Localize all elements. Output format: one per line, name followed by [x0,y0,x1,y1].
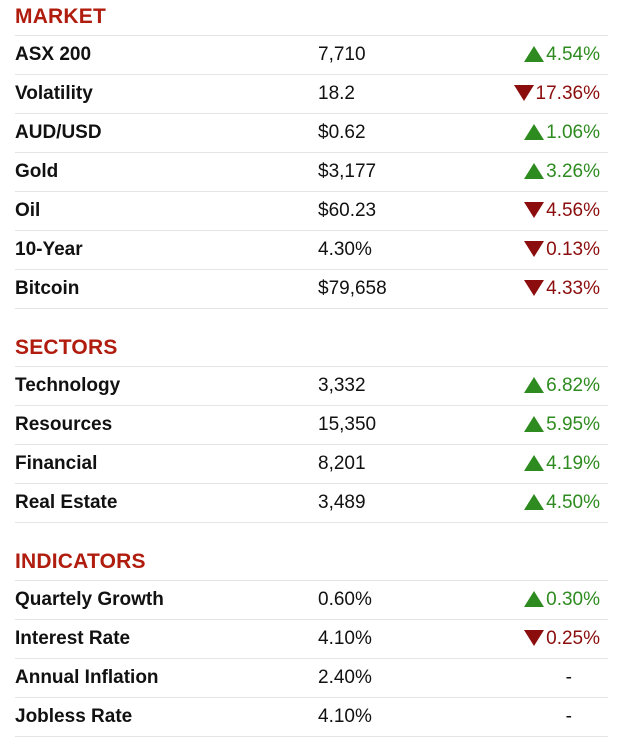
triangle-up-icon [524,377,545,393]
triangle-up-icon [524,494,545,510]
row-change: 6.82% [458,375,608,397]
row-value: 4.10% [318,706,372,727]
table-row: Volatility 18.2 17.36% [15,75,608,114]
row-change: - [458,706,608,728]
table-row: Jobless Rate 4.10% - [15,698,608,737]
section-header-market: MARKET [15,0,608,36]
change-value: 4.56% [546,200,600,221]
table-row: Technology 3,332 6.82% [15,367,608,406]
row-change: 4.56% [458,200,608,222]
triangle-up-icon [524,46,545,62]
row-value: 15,350 [318,414,377,435]
table-row: Annual Inflation 2.40% - [15,659,608,698]
row-label: 10-Year [15,239,83,260]
table-row: Real Estate 3,489 4.50% [15,484,608,523]
row-value: 4.10% [318,628,372,649]
change-value: 4.33% [546,278,600,299]
row-change: 4.19% [458,453,608,475]
change-value: 17.36% [535,83,600,104]
row-label: Real Estate [15,492,118,513]
row-label: Jobless Rate [15,706,133,727]
row-value: $3,177 [318,161,377,182]
triangle-up-icon [524,455,545,471]
row-value: $60.23 [318,200,377,221]
change-value: 4.50% [546,492,600,513]
row-label: Resources [15,414,113,435]
row-label: Interest Rate [15,628,131,649]
triangle-down-icon [513,85,534,101]
section-header-indicators: INDICATORS [15,545,608,581]
row-label: Gold [15,161,59,182]
table-row: Quartely Growth 0.60% 0.30% [15,581,608,620]
table-row: Gold $3,177 3.26% [15,153,608,192]
row-label: Oil [15,200,41,221]
row-value: 8,201 [318,453,366,474]
row-change: 4.33% [458,278,608,300]
table-row: Bitcoin $79,658 4.33% [15,270,608,309]
change-value: 6.82% [546,375,600,396]
row-change: - [458,667,608,689]
row-value: $79,658 [318,278,387,299]
change-value: 3.26% [546,161,600,182]
section-title: INDICATORS [15,550,146,573]
row-label: ASX 200 [15,44,92,65]
triangle-down-icon [524,241,545,257]
row-value: 3,332 [318,375,366,396]
row-label: Technology [15,375,121,396]
change-value: 4.19% [546,453,600,474]
section-title: SECTORS [15,336,118,359]
triangle-up-icon [524,416,545,432]
row-change: 4.54% [458,44,608,66]
triangle-down-icon [524,630,545,646]
row-label: Quartely Growth [15,589,164,610]
row-change: 1.06% [458,122,608,144]
section-header-sectors: SECTORS [15,331,608,367]
row-label: Financial [15,453,98,474]
row-label: Bitcoin [15,278,80,299]
row-label: AUD/USD [15,122,102,143]
table-row: 10-Year 4.30% 0.13% [15,231,608,270]
row-label: Volatility [15,83,93,104]
table-row: Resources 15,350 5.95% [15,406,608,445]
change-value: 0.25% [546,628,600,649]
section-title: MARKET [15,5,107,28]
table-row: Financial 8,201 4.19% [15,445,608,484]
change-value: 0.30% [546,589,600,610]
triangle-down-icon [524,202,545,218]
change-value: 0.13% [546,239,600,260]
change-value: 5.95% [546,414,600,435]
row-change: 4.50% [458,492,608,514]
row-label: Annual Inflation [15,667,159,688]
triangle-down-icon [524,280,545,296]
table-row: Interest Rate 4.10% 0.25% [15,620,608,659]
change-value: - [565,667,572,688]
row-value: $0.62 [318,122,366,143]
row-change: 0.30% [458,589,608,611]
triangle-up-icon [524,163,545,179]
row-value: 3,489 [318,492,366,513]
triangle-up-icon [524,124,545,140]
table-row: AUD/USD $0.62 1.06% [15,114,608,153]
row-value: 4.30% [318,239,372,260]
row-change: 5.95% [458,414,608,436]
change-value: 1.06% [546,122,600,143]
row-change: 0.25% [458,628,608,650]
row-value: 0.60% [318,589,372,610]
change-value: 4.54% [546,44,600,65]
row-change: 17.36% [458,83,608,105]
triangle-up-icon [524,591,545,607]
row-change: 0.13% [458,239,608,261]
change-value: - [565,706,572,727]
table-row: Oil $60.23 4.56% [15,192,608,231]
row-value: 2.40% [318,667,372,688]
row-value: 18.2 [318,83,355,104]
row-change: 3.26% [458,161,608,183]
row-value: 7,710 [318,44,366,65]
table-row: ASX 200 7,710 4.54% [15,36,608,75]
